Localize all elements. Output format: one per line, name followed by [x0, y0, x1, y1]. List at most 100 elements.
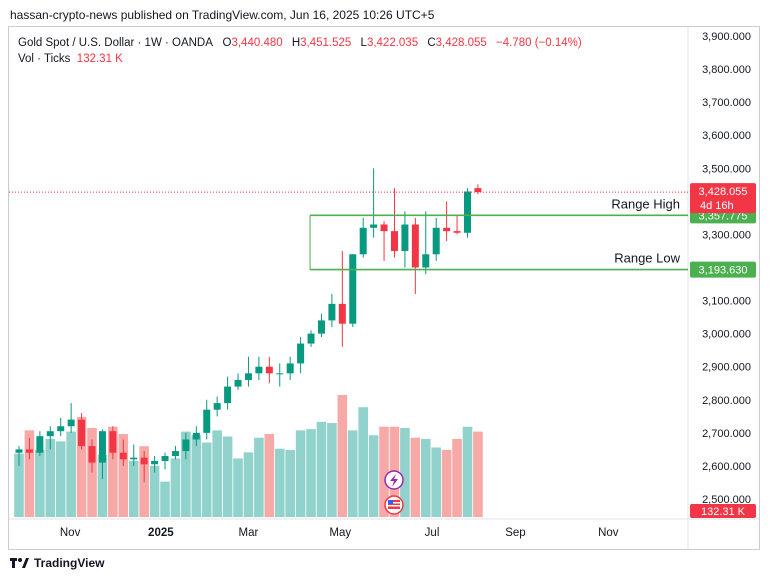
low-label: L [360, 37, 367, 49]
change-value: −4.780 (−0.14%) [496, 37, 582, 49]
volume-bar [462, 426, 473, 517]
lightning-bolt-icon [390, 474, 398, 487]
candle-body [359, 227, 367, 255]
candle-body [317, 320, 325, 334]
volume-bar [55, 441, 66, 517]
candle-body [297, 343, 305, 364]
flag-canton-icon [388, 500, 393, 504]
candle-body [276, 373, 284, 375]
candle-body [171, 451, 179, 457]
volume-bar [45, 438, 56, 517]
chart-frame [8, 26, 760, 550]
level-name: Range Low [614, 251, 680, 266]
candle-body [130, 457, 138, 460]
x-tick-label: Jul [425, 527, 440, 539]
volume-bar [128, 460, 139, 517]
candle-body [463, 191, 471, 233]
candle-body [443, 227, 451, 232]
y-tick-label: 3,900.000 [702, 31, 751, 43]
flag-stripe-white [388, 502, 400, 504]
volume-bar [97, 454, 108, 517]
volume-bar [431, 447, 441, 517]
volume-bar [149, 465, 160, 517]
volume-title[interactable]: Vol · Ticks [18, 53, 71, 65]
volume-bar [212, 430, 222, 517]
volume-bar [400, 427, 410, 517]
symbol-title[interactable]: Gold Spot / U.S. Dollar · 1W · OANDA [18, 37, 213, 49]
candle-body [88, 446, 96, 463]
x-tick-label: Sep [505, 527, 525, 539]
candle-body [390, 231, 398, 251]
volume-bar [327, 423, 337, 517]
candle-body [109, 431, 117, 453]
volume-bar [264, 434, 275, 517]
y-tick-label: 3,300.000 [702, 229, 751, 241]
y-tick-label: 2,600.000 [702, 461, 751, 473]
y-tick-label: 3,800.000 [702, 64, 751, 76]
volume-bar [76, 416, 87, 517]
volume-bar [295, 430, 306, 517]
volume-bar [379, 426, 389, 517]
close-label: C [427, 37, 436, 49]
candle-body [474, 188, 482, 193]
footer-brand[interactable]: TradingView [10, 556, 104, 570]
chart-legend: Gold Spot / U.S. Dollar · 1W · OANDA O3,… [18, 35, 588, 67]
volume-bar [160, 481, 170, 517]
publish-line: hassan-crypto-news published on TradingV… [10, 8, 435, 22]
candle-body [192, 432, 200, 440]
flag-stripes-icon [388, 500, 400, 509]
high-value: 3,451.525 [300, 37, 352, 49]
candle-body [203, 409, 211, 433]
x-tick-label: May [329, 527, 351, 539]
volume-bar [473, 431, 483, 517]
volume-bar [191, 435, 202, 517]
candle-body [265, 366, 273, 374]
volume-bar [285, 449, 295, 517]
high-label: H [291, 37, 301, 49]
volume-bar [24, 430, 35, 517]
bar-countdown-label: 4d 16h [700, 200, 734, 212]
volume-bar [358, 407, 368, 517]
volume-bar [410, 437, 421, 517]
low-value: 3,422.035 [366, 37, 419, 49]
volume-bar [316, 421, 327, 517]
volume-bar [452, 438, 462, 517]
y-tick-label: 2,500.000 [702, 494, 751, 506]
candle-body [213, 403, 221, 410]
volume-bar [181, 431, 191, 517]
level-name: Range High [611, 196, 680, 211]
volume-bar [118, 434, 129, 517]
y-tick-label: 3,500.000 [702, 163, 751, 175]
candle-body [182, 439, 190, 452]
volume-bar [441, 449, 452, 517]
volume-tag-label: 132.31 K [701, 506, 746, 518]
candle-body [411, 224, 419, 268]
volume-bar [254, 437, 264, 517]
candle-body [380, 224, 388, 232]
candle-body [422, 254, 430, 268]
candle-body [98, 431, 106, 463]
y-tick-label: 2,700.000 [702, 428, 751, 440]
candle-body [119, 452, 127, 460]
candle-body [401, 224, 409, 251]
x-tick-label: 2025 [148, 527, 174, 539]
volume-bar [337, 395, 348, 517]
candle-body [15, 449, 23, 453]
volume-bar [14, 453, 24, 517]
candle-body [338, 303, 346, 324]
last-price-tag [690, 183, 756, 214]
volume-bar [274, 448, 285, 517]
candle-body [432, 227, 440, 255]
last-price-label: 3,428.055 [699, 186, 748, 198]
brand-name: TradingView [34, 556, 105, 570]
volume-bar [108, 426, 118, 517]
volume-tag [690, 504, 756, 518]
volume-bar [243, 452, 254, 517]
volume-bar [233, 458, 243, 517]
open-value: 3,440.480 [231, 37, 283, 49]
volume-bar [201, 442, 212, 517]
chart-canvas[interactable]: 3,900.000 3,800.000 3,700.000 3,600.000 3,50… [0, 0, 771, 551]
volume-bar [368, 435, 379, 517]
candle-body [307, 333, 315, 344]
candle-body [234, 379, 242, 387]
